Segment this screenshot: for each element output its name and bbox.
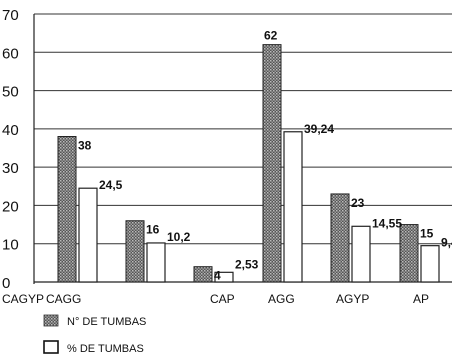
y-tick-labels: 0 10 20 30 40 50 60 70 (2, 7, 19, 292)
y-tick-label: 20 (2, 198, 19, 215)
bar-percent (351, 225, 371, 283)
legend-label-percent: % DE TUMBAS (67, 343, 144, 355)
axes (33, 14, 452, 284)
value-label-count: 4 (214, 269, 221, 283)
value-labels: 38 24,5 16 10,2 4 2,53 62 39,24 23 14,55 15 9,49 (78, 29, 452, 283)
bar-count (57, 136, 77, 283)
value-label-count: 23 (351, 196, 365, 210)
y-tick-label: 40 (2, 122, 19, 139)
legend-swatch-count (43, 314, 59, 327)
bar-count (193, 266, 213, 283)
value-label-percent: 24,5 (99, 178, 123, 192)
bar-percent (78, 187, 98, 283)
legend: N° DE TUMBAS % DE TUMBAS (43, 314, 146, 355)
bar-count (125, 220, 145, 283)
category-label: CAP (210, 292, 235, 306)
value-label-percent: 39,24 (304, 122, 334, 136)
bar-percent (283, 131, 303, 283)
bar-count (262, 44, 282, 283)
bar-percent (420, 245, 440, 283)
category-label: AGG (268, 292, 295, 306)
bar-count (399, 224, 419, 283)
value-label-percent: 9,49 (441, 236, 452, 250)
legend-swatch-percent (43, 340, 59, 354)
gridlines (34, 13, 452, 245)
value-label-count: 15 (420, 227, 434, 241)
legend-item-count: N° DE TUMBAS (43, 314, 146, 328)
y-tick-label: 70 (2, 7, 19, 24)
category-label: AGYP (336, 292, 369, 306)
legend-item-percent: % DE TUMBAS (43, 340, 144, 355)
bar-percent (214, 271, 234, 283)
bars (57, 44, 440, 283)
bar-percent (146, 242, 166, 283)
bar-count (330, 193, 350, 283)
category-labels: CAGYP CAGG CAP AGG AGYP AP (2, 292, 429, 306)
value-label-count: 38 (78, 139, 92, 153)
y-tick-label: 30 (2, 160, 19, 177)
value-label-percent: 10,2 (167, 230, 191, 244)
y-tick-label: 60 (2, 45, 19, 62)
value-label-percent: 2,53 (235, 257, 259, 271)
y-tick-label: 50 (2, 84, 19, 101)
value-label-count: 62 (264, 29, 278, 43)
value-label-count: 16 (146, 223, 160, 237)
extra-category-label: CAGYP (2, 292, 44, 306)
y-tick-label: 0 (2, 275, 10, 292)
category-label: CAGG (46, 292, 81, 306)
category-label: AP (413, 292, 429, 306)
y-tick-label: 10 (2, 237, 19, 254)
legend-label-count: N° DE TUMBAS (67, 316, 146, 328)
value-label-percent: 14,55 (372, 216, 402, 230)
